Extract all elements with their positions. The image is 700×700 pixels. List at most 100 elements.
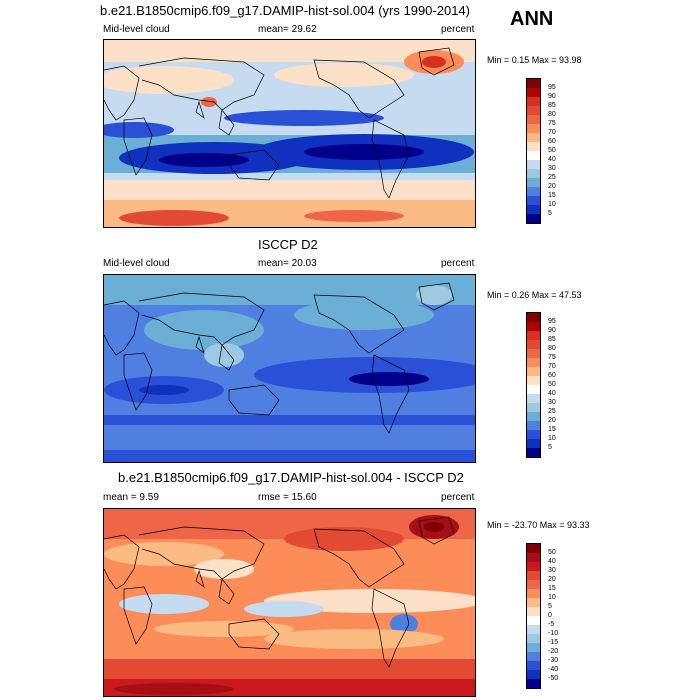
panel-2-units-label: percent [441, 258, 475, 269]
colorbar-level-label: 5 [548, 443, 552, 451]
panel-2-map [103, 274, 476, 463]
colorbar-level-label: 30 [548, 164, 556, 172]
colorbar-swatch [527, 580, 540, 589]
colorbar-swatch [527, 421, 540, 430]
colorbar-level-label: 40 [548, 155, 556, 163]
colorbar-level-label: 30 [548, 398, 556, 406]
colorbar-level-label: -15 [548, 638, 559, 646]
colorbar-level-label: 20 [548, 575, 556, 583]
colorbar-swatch [527, 313, 540, 322]
colorbar-level-label: 15 [548, 425, 556, 433]
panel-3-colorbar [526, 543, 541, 689]
colorbar-swatch [527, 97, 540, 106]
panel-2-colorbar [526, 312, 541, 458]
colorbar-swatch [527, 205, 540, 214]
colorbar-level-label: -40 [548, 665, 559, 673]
colorbar-swatch [527, 160, 540, 169]
colorbar-level-label: 80 [548, 344, 556, 352]
colorbar-level-label: 5 [548, 602, 552, 610]
colorbar-level-label: -10 [548, 629, 559, 637]
colorbar-swatch [527, 340, 540, 349]
panel-1-map [103, 39, 476, 228]
panel-1-min-max: Min = 0.15 Max = 93.98 [487, 55, 582, 65]
colorbar-swatch [527, 367, 540, 376]
colorbar-level-label: 15 [548, 584, 556, 592]
colorbar-swatch [527, 196, 540, 205]
colorbar-level-label: 70 [548, 362, 556, 370]
colorbar-swatch [527, 106, 540, 115]
panel-3-units-label: percent [441, 492, 475, 503]
panel-1-title: b.e21.B1850cmip6.f09_g17.DAMIP-hist-sol.… [100, 3, 470, 18]
colorbar-level-label: 50 [548, 380, 556, 388]
colorbar-swatch [527, 133, 540, 142]
panel-1-mean-label: mean= 29.62 [258, 24, 317, 35]
panel-2-min-max: Min = 0.26 Max = 47.53 [487, 290, 582, 300]
colorbar-level-label: 95 [548, 317, 556, 325]
panel-3-mean-label: mean = 9.59 [103, 492, 159, 503]
colorbar-swatch [527, 151, 540, 160]
colorbar-level-label: 5 [548, 209, 552, 217]
colorbar-level-label: 85 [548, 335, 556, 343]
colorbar-swatch [527, 187, 540, 196]
colorbar-level-label: 25 [548, 173, 556, 181]
colorbar-level-label: 95 [548, 83, 556, 91]
colorbar-level-label: 60 [548, 371, 556, 379]
colorbar-swatch [527, 376, 540, 385]
colorbar-swatch [527, 661, 540, 670]
colorbar-level-label: 70 [548, 128, 556, 136]
colorbar-swatch [527, 79, 540, 88]
colorbar-level-label: -20 [548, 647, 559, 655]
panel-3-map [103, 508, 476, 697]
colorbar-swatch [527, 331, 540, 340]
colorbar-level-label: 15 [548, 191, 556, 199]
panel-2-title: ISCCP D2 [258, 237, 318, 252]
colorbar-swatch [527, 562, 540, 571]
colorbar-swatch [527, 598, 540, 607]
colorbar-swatch [527, 571, 540, 580]
colorbar-swatch [527, 616, 540, 625]
colorbar-level-label: 25 [548, 407, 556, 415]
colorbar-level-label: 10 [548, 593, 556, 601]
season-label: ANN [510, 8, 554, 30]
colorbar-level-label: -5 [548, 620, 555, 628]
colorbar-level-label: -30 [548, 656, 559, 664]
panel-3-min-max: Min = -23.70 Max = 93.33 [487, 520, 590, 530]
colorbar-swatch [527, 430, 540, 439]
colorbar-level-label: 40 [548, 557, 556, 565]
colorbar-swatch [527, 142, 540, 151]
panel-2-variable-label: Mid-level cloud [103, 258, 170, 269]
colorbar-swatch [527, 607, 540, 616]
colorbar-level-label: 20 [548, 416, 556, 424]
colorbar-swatch [527, 349, 540, 358]
colorbar-swatch [527, 322, 540, 331]
colorbar-swatch [527, 394, 540, 403]
colorbar-level-label: 0 [548, 611, 552, 619]
colorbar-swatch [527, 439, 540, 448]
panel-1-variable-label: Mid-level cloud [103, 24, 170, 35]
colorbar-level-label: 90 [548, 92, 556, 100]
colorbar-swatch [527, 670, 540, 679]
colorbar-swatch [527, 385, 540, 394]
colorbar-swatch [527, 178, 540, 187]
colorbar-swatch [527, 358, 540, 367]
colorbar-swatch [527, 679, 540, 688]
colorbar-swatch [527, 544, 540, 553]
colorbar-level-label: 40 [548, 389, 556, 397]
panel-1-units-label: percent [441, 24, 475, 35]
colorbar-swatch [527, 589, 540, 598]
colorbar-swatch [527, 634, 540, 643]
panel-3-title: b.e21.B1850cmip6.f09_g17.DAMIP-hist-sol.… [118, 470, 464, 485]
colorbar-level-label: 60 [548, 137, 556, 145]
colorbar-level-label: 75 [548, 119, 556, 127]
colorbar-level-label: 20 [548, 182, 556, 190]
colorbar-level-label: 75 [548, 353, 556, 361]
colorbar-level-label: 30 [548, 566, 556, 574]
colorbar-swatch [527, 652, 540, 661]
panel-2-mean-label: mean= 20.03 [258, 258, 317, 269]
colorbar-swatch [527, 448, 540, 457]
colorbar-level-label: 80 [548, 110, 556, 118]
colorbar-level-label: 10 [548, 200, 556, 208]
colorbar-level-label: -50 [548, 674, 559, 682]
panel-3-rmse-label: rmse = 15.60 [258, 492, 317, 503]
colorbar-swatch [527, 169, 540, 178]
